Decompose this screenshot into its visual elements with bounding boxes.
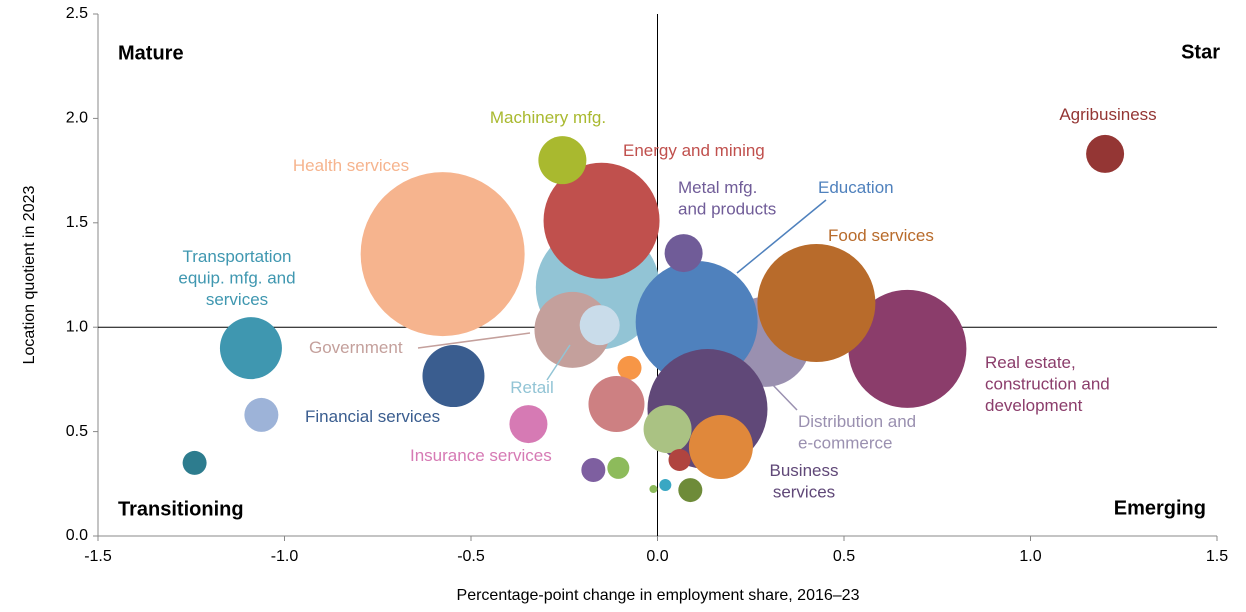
- bubble: [659, 479, 672, 492]
- bubble: [678, 478, 703, 503]
- bubble: [848, 289, 967, 408]
- bubble: [617, 355, 642, 380]
- bubble: [538, 136, 587, 185]
- bubble-label: Health services: [293, 156, 409, 175]
- y-tick-label: 2.0: [66, 110, 88, 127]
- bubble-label: Government: [309, 338, 403, 357]
- bubble: [219, 317, 282, 380]
- bubble: [649, 485, 658, 494]
- x-tick-label: 1.0: [1019, 548, 1041, 565]
- bubble-label: Energy and mining: [623, 141, 765, 160]
- bubble-label: Transportation equip. mfg. and services: [178, 247, 295, 309]
- bubble-label: Distribution and e-commerce: [798, 412, 916, 453]
- bubble-label: Education: [818, 178, 894, 197]
- x-tick-label: -1.5: [84, 548, 112, 565]
- bubble: [643, 405, 692, 454]
- bubble: [422, 345, 485, 408]
- bubble-label: Metal mfg. and products: [678, 178, 776, 219]
- bubble: [607, 456, 630, 479]
- bubble: [688, 415, 753, 480]
- leader-line: [546, 344, 571, 381]
- bubble: [664, 234, 703, 273]
- y-tick-label: 0.5: [66, 423, 88, 440]
- quadrant-label: Star: [1181, 41, 1220, 63]
- bubble: [668, 448, 691, 471]
- bubble: [182, 450, 207, 475]
- bubble-label: Agribusiness: [1059, 105, 1156, 124]
- bubble-label: Retail: [510, 378, 553, 397]
- bubble: [1086, 134, 1125, 173]
- bubble: [244, 397, 279, 432]
- bubble: [757, 243, 876, 362]
- leader-line: [769, 381, 798, 411]
- quadrant-label: Mature: [118, 42, 184, 64]
- x-tick-label: 0.5: [833, 548, 855, 565]
- bubble-label: Machinery mfg.: [490, 108, 606, 127]
- bubble-label: Food services: [828, 226, 934, 245]
- y-tick-label: 0.0: [66, 527, 88, 544]
- y-tick-label: 1.0: [66, 318, 88, 335]
- y-tick-label: 1.5: [66, 214, 88, 231]
- y-axis-title: Location quotient in 2023: [21, 185, 38, 364]
- leader-line: [736, 199, 827, 274]
- bubble: [588, 376, 645, 433]
- quadrant-label: Transitioning: [118, 498, 244, 520]
- y-tick-label: 2.5: [66, 5, 88, 22]
- bubble: [543, 162, 660, 279]
- x-tick-label: 0.0: [646, 548, 668, 565]
- bubble-label: Real estate, construction and development: [985, 353, 1110, 415]
- quadrant-label: Emerging: [1114, 497, 1206, 519]
- bubble: [579, 305, 620, 346]
- bubble-label: Insurance services: [410, 446, 552, 465]
- leader-line: [417, 332, 531, 349]
- x-tick-label: -0.5: [457, 548, 485, 565]
- bubble: [581, 458, 606, 483]
- bubble: [509, 405, 548, 444]
- x-axis-title: Percentage-point change in employment sh…: [457, 587, 860, 604]
- bubble-label: Business services: [770, 461, 839, 502]
- bubble: [360, 172, 525, 337]
- x-tick-label: 1.5: [1206, 548, 1228, 565]
- x-tick-label: -1.0: [271, 548, 299, 565]
- bubble-label: Financial services: [305, 407, 440, 426]
